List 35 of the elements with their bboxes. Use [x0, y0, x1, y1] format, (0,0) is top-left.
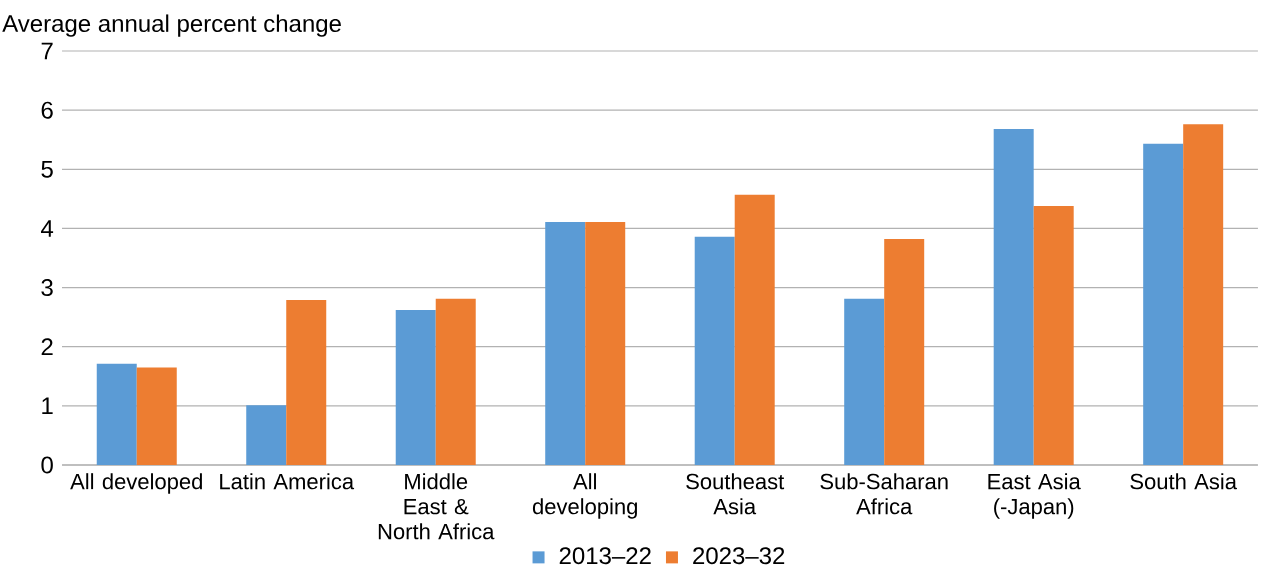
- bar: [1033, 205, 1074, 465]
- x-tick-label: Sub-Saharan Africa: [820, 473, 948, 515]
- bar: [844, 298, 885, 465]
- bar: [246, 405, 287, 465]
- bar: [286, 299, 327, 465]
- x-tick-label: Middle East & North Africa: [378, 473, 495, 540]
- y-tick-label: 5: [41, 160, 53, 178]
- x-tick-label: South Asia: [1130, 473, 1237, 490]
- bar: [734, 194, 775, 465]
- legend-label: 2013–22: [559, 547, 651, 565]
- bar: [585, 221, 626, 465]
- bar: [395, 310, 436, 465]
- x-tick-label: East Asia (-Japan): [988, 473, 1081, 519]
- bar: [884, 239, 925, 465]
- bar: [96, 363, 137, 465]
- bar: [1183, 124, 1224, 465]
- legend-label: 2023–32: [693, 547, 785, 565]
- x-tick-label: All developed: [70, 473, 202, 494]
- y-axis-title: Average annual percent change: [2, 14, 341, 37]
- bar: [136, 367, 177, 465]
- y-tick-label: 0: [41, 456, 53, 474]
- bar: [993, 129, 1034, 465]
- y-tick-label: 3: [41, 279, 53, 297]
- bar: [694, 236, 735, 465]
- y-tick-label: 1: [42, 397, 53, 415]
- x-tick-label: Latin America: [220, 473, 355, 490]
- x-tick-label: Southeast Asia: [686, 473, 785, 515]
- x-tick-label: All developing: [532, 473, 637, 519]
- bar: [435, 298, 476, 465]
- bar: [545, 221, 586, 465]
- y-tick-label: 6: [41, 101, 53, 119]
- y-tick-label: 2: [41, 338, 53, 356]
- bar: [1143, 143, 1184, 465]
- y-tick-label: 7: [41, 42, 53, 60]
- y-tick-label: 4: [41, 220, 54, 237]
